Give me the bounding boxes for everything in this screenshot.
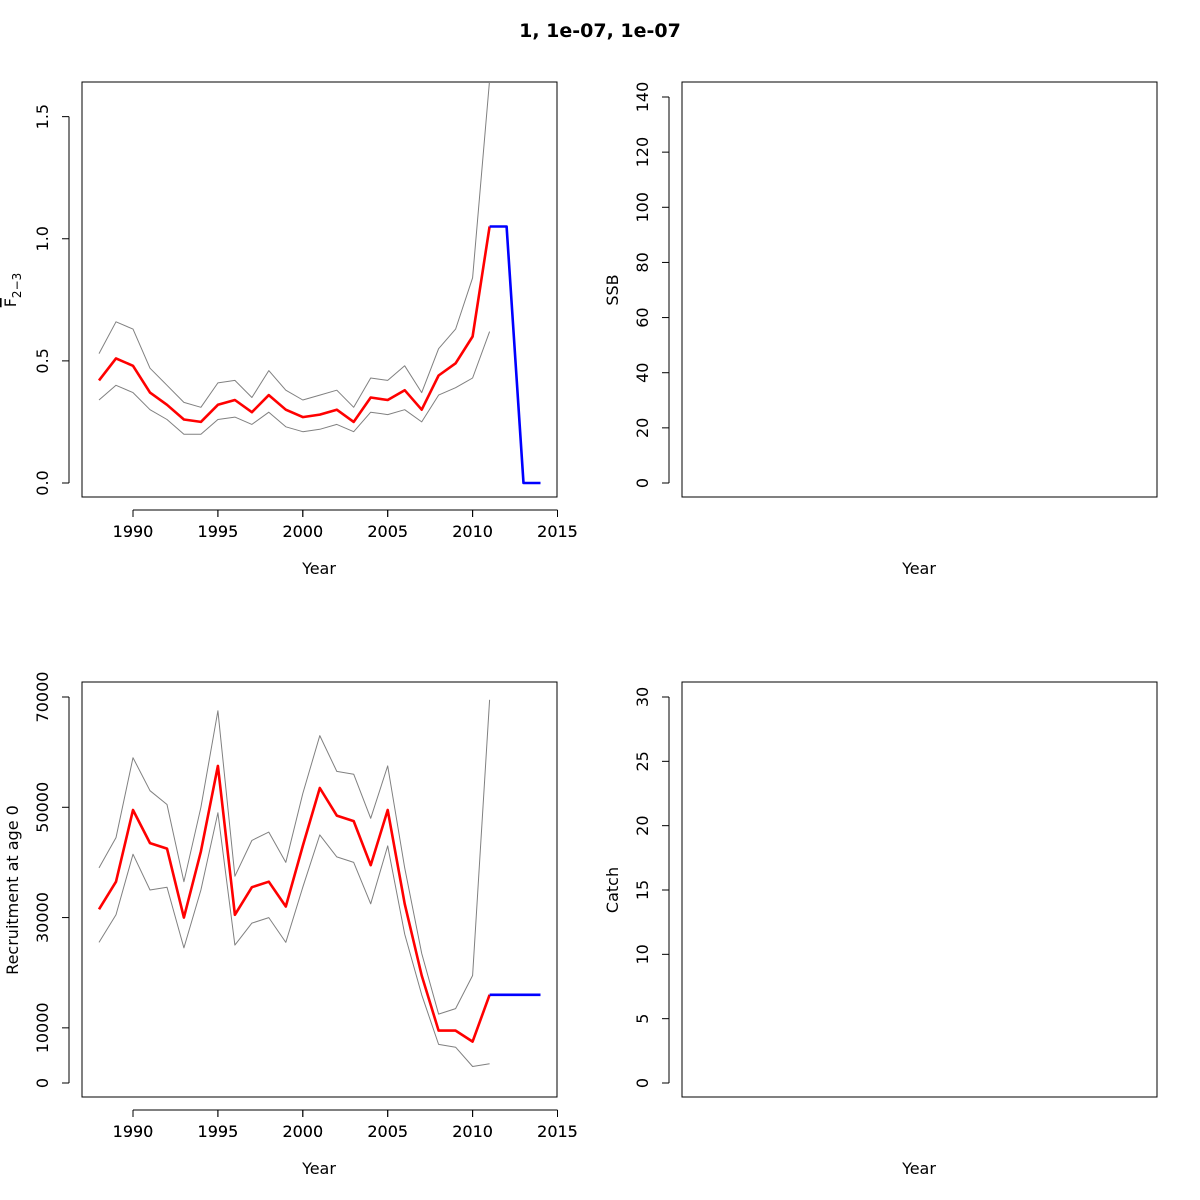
- figure-title: 1, 1e-07, 1e-07: [519, 20, 681, 42]
- panel-ssb-x-tick-label: 1990: [113, 522, 154, 541]
- panel-catch-x-tick-label: 2000: [282, 1122, 323, 1141]
- panel-ssb-y-tick-label: 60: [633, 307, 652, 327]
- panel-recruitment: Recruitment at age 0 Year 1990 1995 2000 20…: [3, 672, 578, 1178]
- panel-recruitment-x-tick-label: 2010: [452, 1122, 493, 1141]
- panel-ssb-y-tick-label: 100: [633, 192, 652, 223]
- panel-ssb-y-tick-label: 40: [633, 363, 652, 383]
- panel-ssb-y-tick-label: 20: [633, 418, 652, 438]
- panel-ssb-x-tick-label: 2015: [537, 522, 578, 541]
- panel-catch-series-estimate: [99, 768, 490, 953]
- panel-ssb-x-tick-label: 2005: [367, 522, 408, 541]
- panel-f-bar-ylabel: F2−3: [1, 273, 24, 308]
- panel-recruitment-y-tick-label: 10000: [33, 1002, 52, 1053]
- panel-ssb-y-tick-label: 80: [633, 252, 652, 272]
- panel-f-bar-x-tick-label: 2000: [282, 522, 323, 541]
- panel-ssb-xlabel: Year: [901, 559, 936, 578]
- panel-catch: Catch Year 1990 1995 2000 2005 2010 2015 0 5 10 1…: [99, 681, 1158, 1178]
- panel-f-bar-series-lower: [98, 331, 491, 435]
- panel-f-bar-y-tick-label: 1.5: [33, 104, 52, 129]
- panel-catch-frame: [681, 681, 1158, 1098]
- panel-f-bar-y-tick-label: 0.5: [33, 348, 52, 373]
- panel-catch-xlabel: Year: [901, 1159, 936, 1178]
- panel-recruitment-y-tick-label: 0: [33, 1078, 52, 1088]
- panel-ssb-x-tick-label: 2010: [452, 522, 493, 541]
- panel-ssb-series-upper: [99, 160, 507, 425]
- panel-ssb-x-tick-label: 2000: [282, 522, 323, 541]
- panel-f-bar-frame: [81, 81, 558, 498]
- panel-f-bar-ylabel-sub: 2−3: [10, 273, 24, 298]
- panel-ssb-x-tick-label: 1995: [198, 522, 239, 541]
- panel-recruitment-y-tick-label: 70000: [33, 672, 52, 723]
- panel-catch-y-tick-label: 0: [633, 1078, 652, 1088]
- panel-recruitment-x-tick-label: 1995: [198, 1122, 239, 1141]
- panel-f-bar-x-tick-label: 2015: [537, 522, 578, 541]
- panel-recruitment-series-estimate: [97, 764, 491, 1043]
- panel-f-bar-x-tick-label: 1995: [198, 522, 239, 541]
- panel-ssb-y-tick-label: 120: [633, 137, 652, 168]
- panel-catch-y-tick-label: 20: [633, 815, 652, 835]
- panel-recruitment-x-tick-label: 2000: [282, 1122, 323, 1141]
- panel-f-bar-series-upper: [98, 82, 490, 408]
- panel-catch-series-forecast: [490, 953, 541, 1083]
- panel-f-bar-xlabel: Year: [301, 559, 336, 578]
- panel-ssb-ylabel: SSB: [603, 274, 622, 305]
- panel-ssb-y-tick-label: 0: [633, 478, 652, 488]
- panel-recruitment-frame: [81, 681, 558, 1098]
- panel-recruitment-x-tick-label: 2005: [367, 1122, 408, 1141]
- panel-recruitment-y-tick-label: 50000: [33, 782, 52, 833]
- panel-f-bar-series-estimate: [97, 226, 491, 424]
- panel-f-bar-y-tick-label: 0.0: [33, 470, 52, 495]
- panel-f-bar: F2−3 Year 1990 1995 2000 2005 2010 2015 0.0 0.5…: [1, 81, 578, 578]
- panel-catch-ylabel: Catch: [603, 867, 622, 913]
- panel-f-bar-y-tick-label: 1.0: [33, 226, 52, 251]
- panel-f-bar-ylabel-main: F: [1, 298, 20, 307]
- panel-catch-y-tick-label: 5: [633, 1014, 652, 1024]
- panel-catch-x-tick-label: 2005: [367, 1122, 408, 1141]
- panel-f-bar-x-tick-label: 1990: [113, 522, 154, 541]
- panel-catch-x-tick-label: 1990: [113, 1122, 154, 1141]
- panel-recruitment-x-tick-label: 2015: [537, 1122, 578, 1141]
- panel-ssb-series-lower: [99, 260, 507, 470]
- panel-ssb-y-tick-label: 140: [633, 82, 652, 113]
- panel-ssb: SSB Year 1990 1995 2000 2005 2010 2015 0 20 40 60…: [99, 81, 1158, 578]
- panel-recruitment-y-tick-label: 30000: [33, 892, 52, 943]
- panel-recruitment-ylabel: Recruitment at age 0: [3, 805, 22, 975]
- panel-ssb-series-estimate: [99, 216, 490, 439]
- panel-catch-y-tick-label: 10: [633, 944, 652, 964]
- panel-f-bar-x-tick-label: 2005: [367, 522, 408, 541]
- panel-catch-y-tick-label: 30: [633, 687, 652, 707]
- panel-catch-x-tick-label: 2015: [537, 1122, 578, 1141]
- panel-recruitment-series-lower: [98, 812, 490, 1067]
- panel-catch-y-tick-label: 25: [633, 751, 652, 771]
- panel-recruitment-x-tick-label: 1990: [113, 1122, 154, 1141]
- panel-catch-x-tick-label: 2010: [452, 1122, 493, 1141]
- panel-catch-x-tick-label: 1995: [198, 1122, 239, 1141]
- panel-f-bar-series-forecast: [489, 225, 541, 485]
- panel-ssb-frame: [681, 81, 1158, 498]
- panel-f-bar-x-tick-label: 2010: [452, 522, 493, 541]
- panel-recruitment-series-upper: [98, 699, 491, 1015]
- panel-ssb-series-forecast: [490, 403, 541, 453]
- panel-catch-y-tick-label: 15: [633, 880, 652, 900]
- panel-recruitment-xlabel: Year: [301, 1159, 336, 1178]
